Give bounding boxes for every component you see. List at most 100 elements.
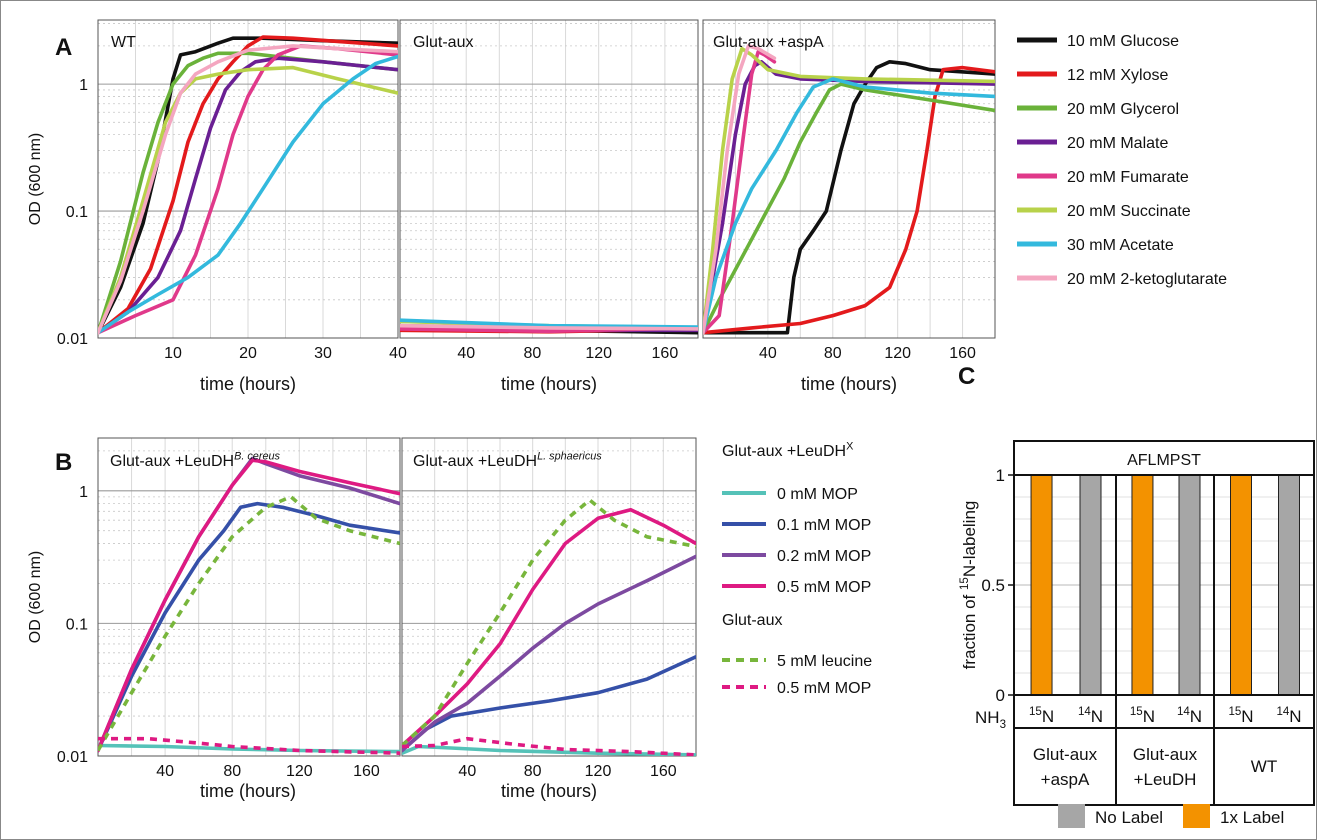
panel-b-legend-label: 0.2 mM MOP xyxy=(777,548,871,565)
panel-b-y-axis-label: OD (600 nm) xyxy=(27,551,44,643)
panel-a-legend-label: 20 mM Glycerol xyxy=(1067,101,1179,118)
panel-b-title-sphaericus: Glut-aux +LeuDHL. sphaericus xyxy=(413,450,602,470)
panel-a-wt-series-line xyxy=(98,51,398,335)
panel-a-legend-label: 20 mM 2-ketoglutarate xyxy=(1067,271,1227,288)
panel-c-label: C xyxy=(958,363,975,390)
panel-a-glutaux-plot-frame xyxy=(399,19,699,339)
panel-b-sphaericus-x-tick-label: 80 xyxy=(524,763,542,780)
panel-a-x-axis-label-glutaux: time (hours) xyxy=(501,374,597,394)
panel-b-x-axis-label-cereus: time (hours) xyxy=(200,781,296,801)
panel-b-x-axis-label-sphaericus: time (hours) xyxy=(501,781,597,801)
panel-c-y-tick-label: 0.5 xyxy=(981,576,1005,595)
panel-b-sphaericus-series-line xyxy=(402,507,696,748)
panel-b-cereus-series-line xyxy=(98,743,400,754)
panel-b-legend-title-leudh: Glut-aux +LeuDHX xyxy=(722,440,854,460)
panel-b-sphaericus-plot-frame xyxy=(401,437,697,757)
panel-c-group-label: WT xyxy=(1251,757,1277,776)
panel-c-y-tick-label: 1 xyxy=(996,466,1005,485)
panel-b-cereus-series-line xyxy=(98,456,400,753)
panel-a-title-aspa: Glut-aux +aspA xyxy=(713,34,824,51)
panel-c-group-label: Glut-aux xyxy=(1133,745,1198,764)
panel-c-isotope-label: 14N xyxy=(1078,706,1103,726)
panel-a-wt-series-line xyxy=(98,35,398,335)
panel-c-legend-label-nolabel: No Label xyxy=(1095,808,1163,827)
panel-c-group-row xyxy=(1013,727,1315,806)
panel-a-x-axis-label-aspa: time (hours) xyxy=(801,374,897,394)
panel-b-legend-label: 0.1 mM MOP xyxy=(777,517,871,534)
panel-b-cereus-x-tick-label: 120 xyxy=(286,763,313,780)
panel-b-cereus-x-tick-label: 160 xyxy=(353,763,380,780)
panel-c-header-box xyxy=(1013,440,1315,476)
panel-b-y-tick-label: 1 xyxy=(79,484,88,501)
panel-a-aspa-x-tick-label: 120 xyxy=(884,345,911,362)
panel-b-label: B xyxy=(55,449,72,476)
panel-a-aspa-x-tick-label: 160 xyxy=(949,345,976,362)
panel-a-legend-label: 20 mM Malate xyxy=(1067,135,1168,152)
panel-b-legend-title-glutaux: Glut-aux xyxy=(722,612,782,629)
panel-a-glutaux-x-tick-label: 120 xyxy=(585,345,612,362)
panel-a-aspa-series-line xyxy=(703,46,995,335)
panel-a-x-axis-label-wt: time (hours) xyxy=(200,374,296,394)
panel-b-sphaericus-series-line xyxy=(402,736,696,756)
panel-b-y-tick-label: 0.01 xyxy=(57,749,88,766)
panel-c-isotope-label: 15N xyxy=(1228,706,1253,726)
panel-a-aspa-series-line xyxy=(703,60,995,335)
panel-b-sphaericus-series-line xyxy=(402,554,696,753)
panel-a-y-axis-label: OD (600 nm) xyxy=(27,133,44,225)
panel-a-wt-x-tick-label: 20 xyxy=(239,345,257,362)
panel-b-cereus-series-line xyxy=(98,495,400,752)
panel-a-aspa-x-tick-label: 80 xyxy=(824,345,842,362)
panel-b-cereus-series-line xyxy=(98,501,400,753)
panel-a-legend-label: 30 mM Acetate xyxy=(1067,237,1174,254)
panel-c-legend-label-label: 1x Label xyxy=(1220,808,1284,827)
panel-a-glutaux-series-line xyxy=(400,323,698,331)
panel-a-legend-label: 12 mM Xylose xyxy=(1067,67,1168,84)
panel-c-bar-label xyxy=(1230,474,1252,696)
panel-c-bar-nolabel xyxy=(1178,474,1201,696)
panel-a-wt-x-tick-label: 10 xyxy=(164,345,182,362)
panel-b-title-cereus: Glut-aux +LeuDHB. cereus xyxy=(110,450,281,470)
panel-c-row-label: NH3 xyxy=(975,708,1006,731)
panel-c-y-tick-label: 0 xyxy=(996,686,1005,705)
panel-a-glutaux-x-tick-label: 80 xyxy=(524,345,542,362)
panel-b-cereus-x-tick-label: 80 xyxy=(223,763,241,780)
panel-c-group-label: +LeuDH xyxy=(1134,770,1197,789)
panel-a-wt-plot-frame xyxy=(97,19,399,339)
panel-b-legend-label: 0.5 mM MOP xyxy=(777,680,871,697)
panel-a-y-tick-label: 1 xyxy=(79,77,88,94)
panel-a-glutaux-x-tick-label: 160 xyxy=(652,345,679,362)
panel-a-glutaux-x-tick-label: 40 xyxy=(457,345,475,362)
panel-a-legend-label: 10 mM Glucose xyxy=(1067,33,1179,50)
panel-a-aspa-x-tick-label: 40 xyxy=(759,345,777,362)
panel-c-isotope-label: 15N xyxy=(1029,706,1054,726)
panel-c-group-label: Glut-aux xyxy=(1033,745,1098,764)
panel-a-aspa-plot-frame xyxy=(702,19,996,339)
panel-a-title-wt: WT xyxy=(111,34,136,51)
panel-a-wt-series-line xyxy=(98,44,398,335)
panel-a-aspa-series-line xyxy=(703,65,995,335)
panel-a-aspa-series-line xyxy=(703,77,995,335)
panel-c-bar-label xyxy=(1131,474,1154,696)
panel-b-sphaericus-x-tick-label: 40 xyxy=(458,763,476,780)
panel-a-label: A xyxy=(55,34,72,61)
panel-a-y-tick-label: 0.1 xyxy=(66,204,88,221)
panel-c-bar-nolabel xyxy=(1278,474,1300,696)
panel-b-cereus-series-line xyxy=(98,458,400,753)
panel-b-sphaericus-x-tick-label: 120 xyxy=(585,763,612,780)
panel-b-cereus-series-line xyxy=(98,736,400,755)
panel-a-wt-x-tick-label: 30 xyxy=(314,345,332,362)
panel-c-isotope-label: 14N xyxy=(1276,706,1301,726)
panel-a-aspa-series-line xyxy=(703,44,777,335)
panel-b-sphaericus-series-line xyxy=(402,498,696,747)
panel-c-legend-swatch-nolabel xyxy=(1058,804,1085,828)
panel-a-aspa-series-line xyxy=(703,82,995,335)
panel-a-legend-label: 20 mM Fumarate xyxy=(1067,169,1189,186)
panel-b-cereus-plot-frame xyxy=(97,437,401,757)
panel-b-cereus-x-tick-label: 40 xyxy=(156,763,174,780)
panel-a-wt-series-line xyxy=(98,54,398,335)
panel-c-bar-nolabel xyxy=(1079,474,1102,696)
panel-c-header-text: AFLMPST xyxy=(1127,452,1201,469)
panel-b-legend-label: 0 mM MOP xyxy=(777,486,858,503)
panel-a-legend-label: 20 mM Succinate xyxy=(1067,203,1191,220)
